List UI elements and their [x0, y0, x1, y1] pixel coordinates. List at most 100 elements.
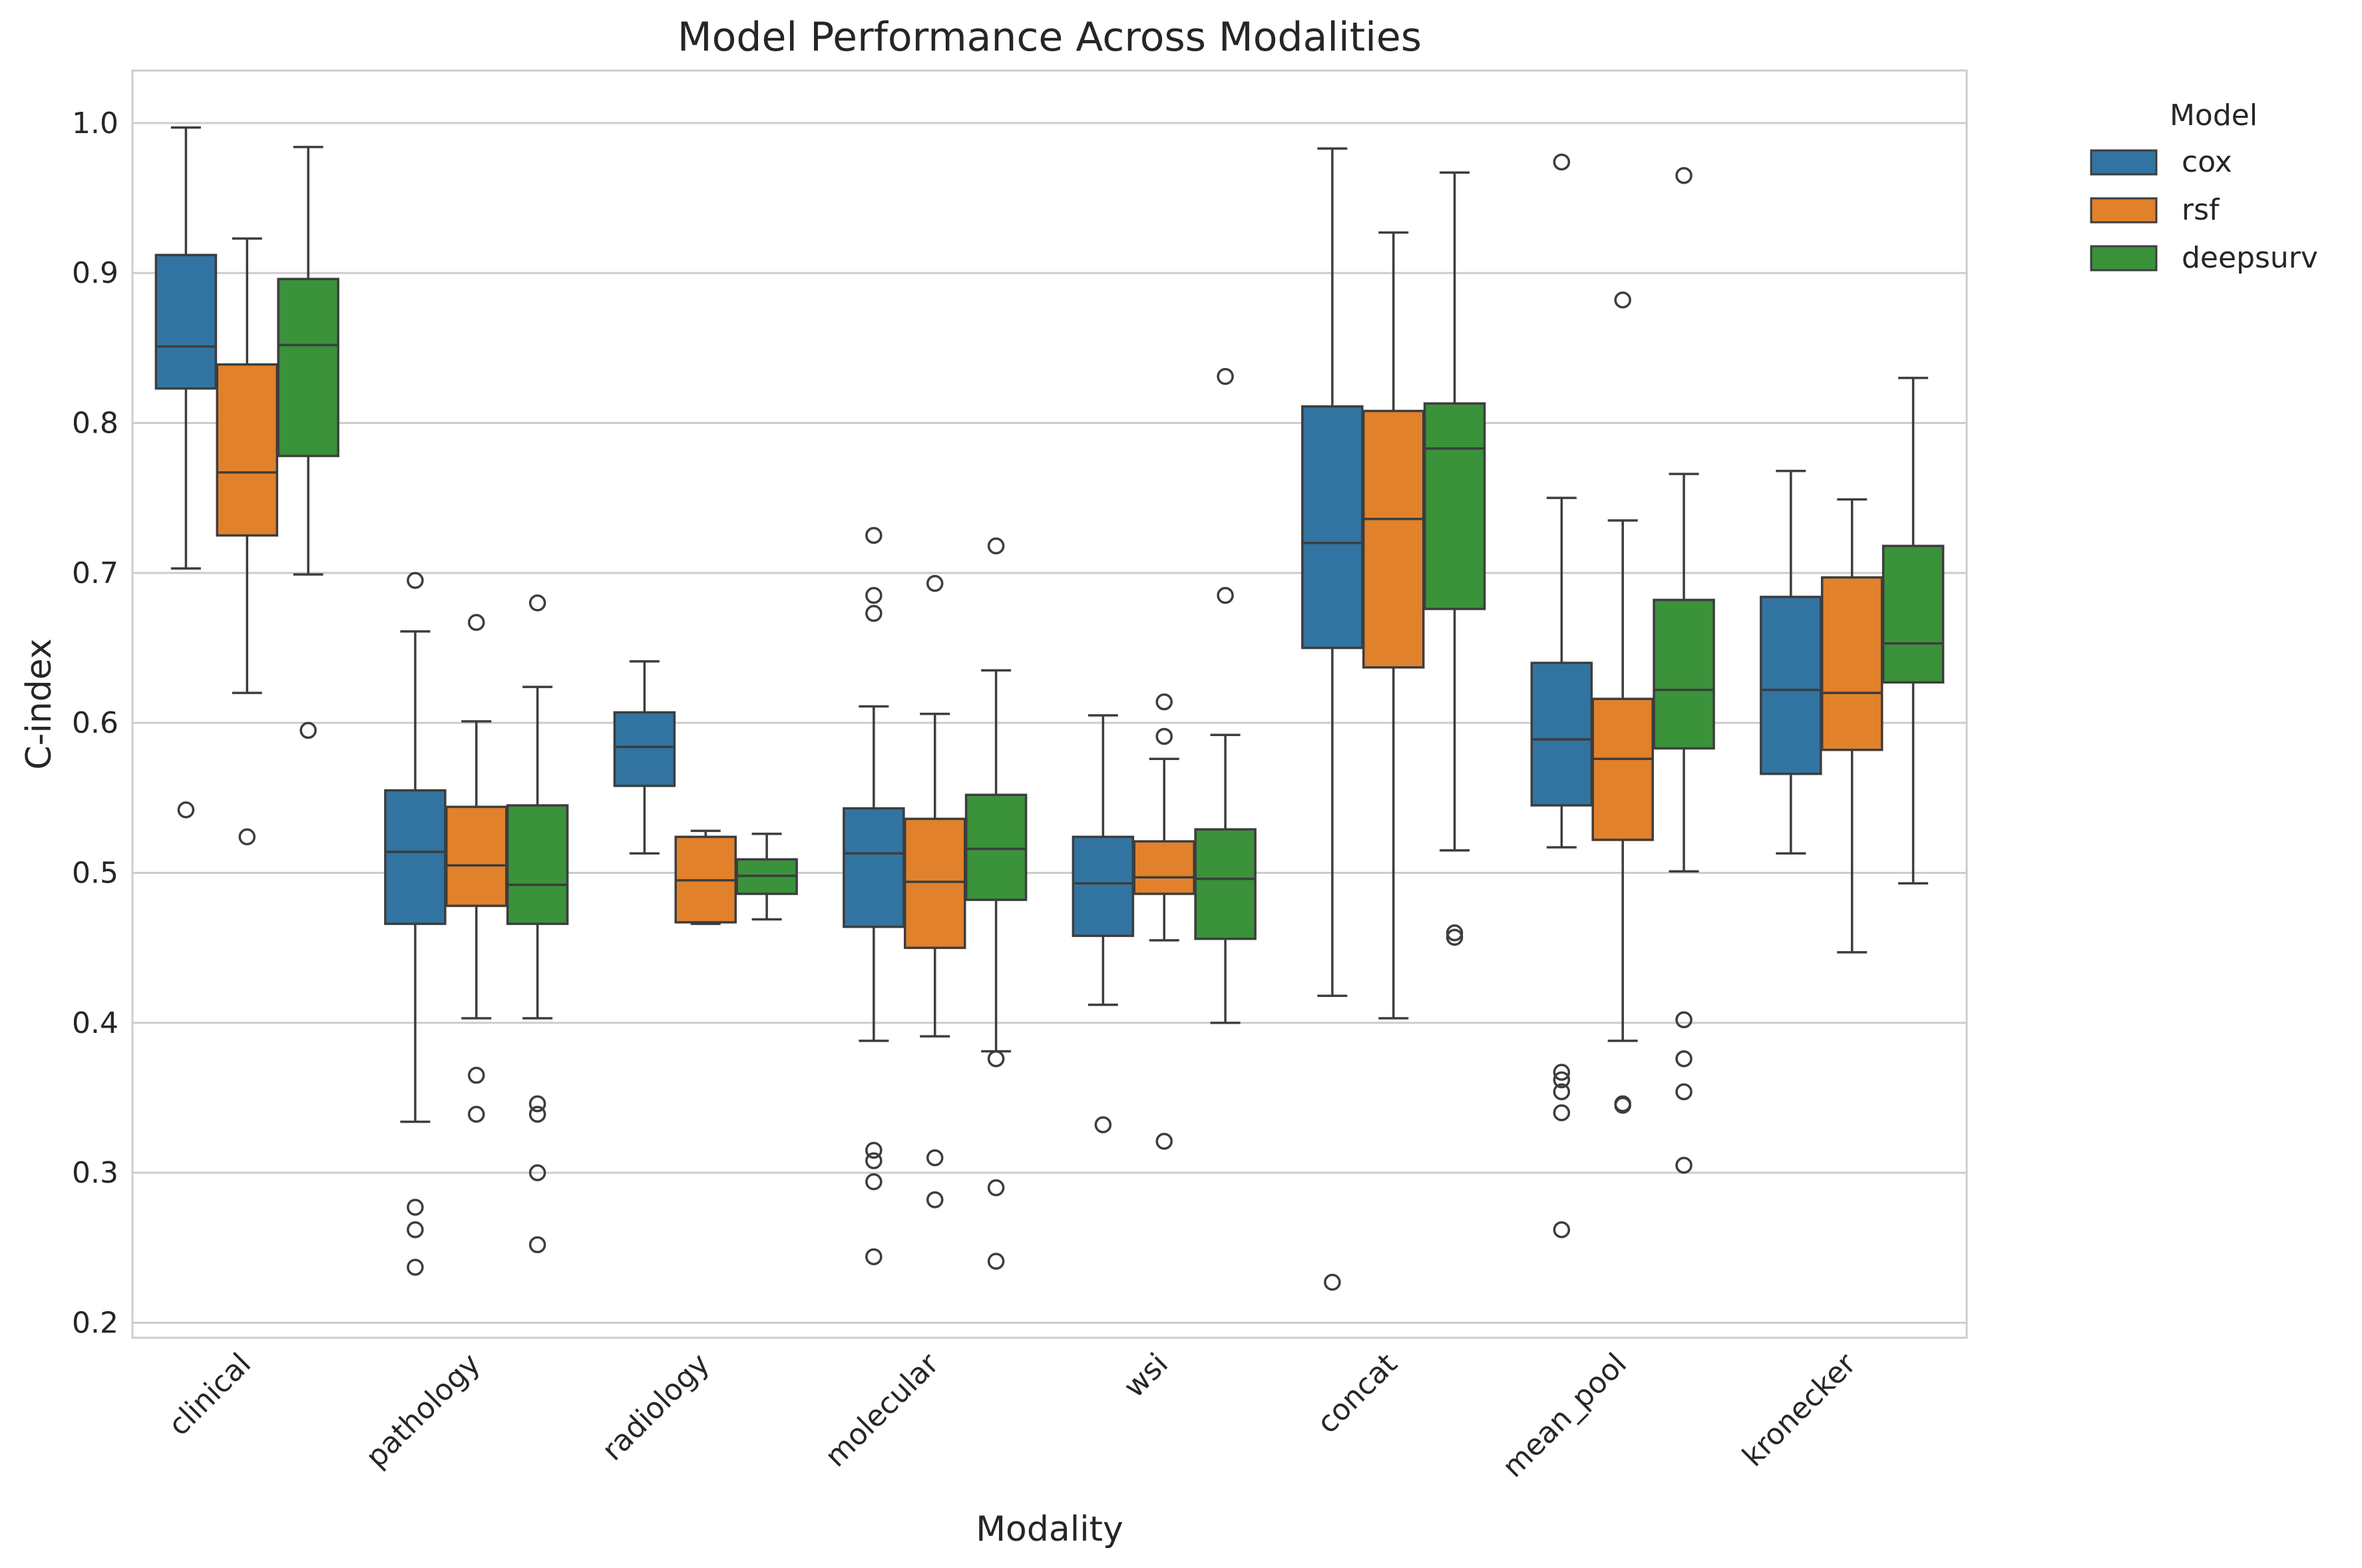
box-cox-mean_pool	[1530, 153, 1593, 1239]
y-tick-labels: 0.2 0.3 0.4 0.5 0.6 0.7 0.8 0.9 1.0	[72, 106, 118, 1340]
outlier-point	[865, 526, 883, 544]
outlier-point	[468, 1105, 485, 1123]
y-tick-label: 0.2	[72, 1306, 118, 1340]
outlier-point	[926, 1149, 944, 1167]
outlier-point	[926, 574, 944, 592]
legend-item-cox: cox	[2090, 145, 2232, 179]
y-tick-label: 0.7	[72, 556, 118, 590]
box-cox-concat	[1301, 147, 1364, 1291]
legend-items: cox rsf deepsurv	[2090, 145, 2318, 275]
box-rsf-clinical	[216, 237, 278, 846]
series-cox	[154, 126, 1822, 1291]
box-iqr	[613, 711, 676, 787]
chart-title: Model Performance Across Modalities	[678, 14, 1422, 61]
series-deepsurv	[277, 146, 1945, 1270]
box-deepsurv-molecular	[964, 537, 1028, 1270]
legend-item-rsf: rsf	[2090, 193, 2220, 227]
outlier-point	[468, 614, 485, 631]
outlier-point	[1675, 1083, 1692, 1101]
outlier-point	[865, 1173, 883, 1191]
box-iqr	[904, 817, 966, 949]
box-iqr	[1591, 697, 1654, 841]
box-deepsurv-pathology	[506, 594, 569, 1254]
outlier-point	[407, 1221, 424, 1239]
outlier-point	[1614, 291, 1631, 309]
outlier-point	[1094, 1116, 1112, 1133]
x-axis-label: Modality	[976, 1509, 1123, 1549]
legend-label: cox	[2182, 145, 2232, 179]
outlier-point	[865, 1141, 883, 1159]
outlier-point	[865, 1152, 883, 1169]
box-iqr	[843, 807, 905, 928]
box-iqr	[154, 254, 218, 390]
outlier-point	[1446, 924, 1464, 942]
outlier-point	[528, 1236, 546, 1254]
y-tick-label: 0.8	[72, 407, 118, 441]
outlier-point	[1155, 693, 1173, 711]
box-iqr	[1881, 544, 1945, 684]
box-iqr	[964, 793, 1028, 901]
box-iqr	[445, 805, 508, 907]
box-iqr	[1301, 405, 1364, 650]
outlier-point	[1675, 166, 1692, 184]
box-iqr	[216, 363, 278, 537]
box-iqr	[1072, 835, 1135, 937]
y-tick-label: 0.9	[72, 256, 118, 290]
box-deepsurv-mean_pool	[1653, 166, 1715, 1174]
plot-frame	[131, 69, 1968, 1339]
legend-swatch	[2090, 245, 2158, 272]
outlier-point	[987, 537, 1005, 555]
outlier-point	[1553, 1071, 1571, 1089]
outlier-point	[1553, 1221, 1571, 1239]
outlier-point	[987, 1253, 1005, 1270]
box-deepsurv-radiology	[735, 833, 798, 921]
outlier-point	[865, 1248, 883, 1266]
outlier-point	[407, 1259, 424, 1276]
box-series	[154, 126, 1945, 1291]
outlier-point	[865, 604, 883, 622]
outlier-point	[299, 721, 317, 739]
outlier-point	[1217, 586, 1234, 604]
box-iqr	[1653, 598, 1715, 750]
box-cox-radiology	[613, 660, 676, 855]
box-rsf-kronecker	[1821, 498, 1883, 954]
box-iqr	[277, 278, 339, 457]
legend-title: Model	[2170, 98, 2258, 132]
outlier-point	[407, 572, 424, 589]
outlier-point	[468, 1066, 485, 1084]
outlier-point	[177, 801, 195, 819]
outlier-point	[238, 828, 256, 846]
y-tick-label: 0.6	[72, 706, 118, 740]
box-cox-clinical	[154, 126, 218, 819]
box-rsf-wsi	[1133, 693, 1195, 1150]
outlier-point	[926, 1191, 944, 1209]
outlier-point	[1155, 727, 1173, 745]
outlier-point	[1553, 153, 1571, 171]
box-deepsurv-clinical	[277, 146, 339, 739]
box-deepsurv-wsi	[1194, 367, 1257, 1024]
box-cox-kronecker	[1760, 469, 1822, 855]
outlier-point	[1155, 1133, 1173, 1150]
legend-item-deepsurv: deepsurv	[2090, 241, 2318, 275]
outlier-point	[987, 1050, 1005, 1068]
outlier-point	[987, 1179, 1005, 1197]
outlier-point	[1553, 1104, 1571, 1121]
outlier-point	[1446, 928, 1464, 946]
box-cox-wsi	[1072, 714, 1135, 1133]
box-rsf-mean_pool	[1591, 291, 1654, 1114]
outlier-point	[1675, 1157, 1692, 1174]
outlier-point	[1324, 1273, 1341, 1291]
y-tick-label: 0.4	[72, 1006, 118, 1040]
legend-swatch	[2090, 149, 2158, 176]
box-rsf-radiology	[674, 829, 737, 925]
y-tick-label: 1.0	[72, 106, 118, 140]
outlier-point	[528, 594, 546, 612]
outlier-point	[528, 1095, 546, 1113]
box-iqr	[1821, 576, 1883, 751]
y-tick-label: 0.5	[72, 856, 118, 890]
legend: Model cox rsf deepsurv	[2090, 98, 2318, 275]
outlier-point	[1217, 367, 1234, 385]
box-rsf-concat	[1362, 231, 1425, 1020]
